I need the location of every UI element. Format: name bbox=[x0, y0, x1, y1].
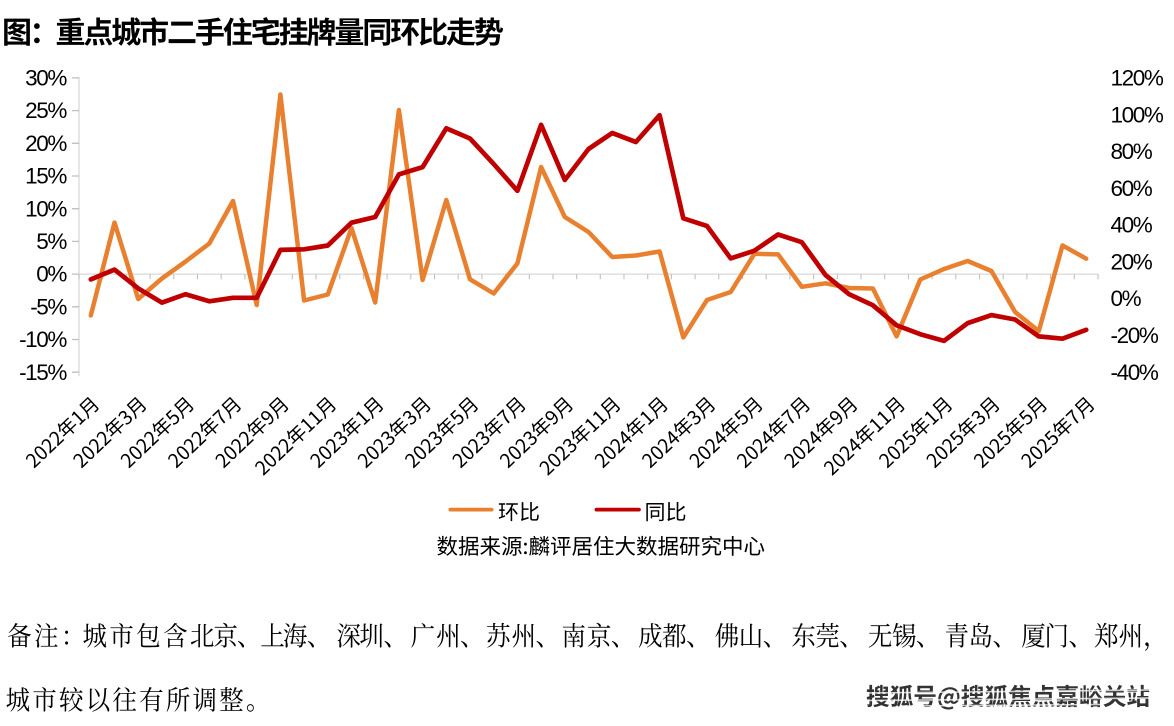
svg-text:120%: 120% bbox=[1111, 66, 1164, 91]
svg-text:20%: 20% bbox=[25, 131, 67, 156]
svg-text:0%: 0% bbox=[36, 262, 67, 287]
svg-text:-20%: -20% bbox=[1111, 323, 1159, 348]
svg-text:40%: 40% bbox=[1111, 213, 1153, 238]
svg-text:-15%: -15% bbox=[19, 360, 67, 385]
svg-text:-40%: -40% bbox=[1111, 360, 1159, 385]
svg-text:25%: 25% bbox=[25, 98, 67, 123]
svg-text:15%: 15% bbox=[25, 164, 67, 189]
svg-text:10%: 10% bbox=[25, 196, 67, 221]
svg-text:0%: 0% bbox=[1111, 286, 1142, 311]
svg-text:60%: 60% bbox=[1111, 176, 1153, 201]
svg-text:-5%: -5% bbox=[30, 294, 67, 319]
svg-text:20%: 20% bbox=[1111, 249, 1153, 274]
svg-text:5%: 5% bbox=[36, 229, 67, 254]
svg-text:80%: 80% bbox=[1111, 139, 1153, 164]
svg-text:100%: 100% bbox=[1111, 102, 1164, 127]
svg-text:30%: 30% bbox=[25, 66, 67, 91]
svg-text:-10%: -10% bbox=[19, 327, 67, 352]
